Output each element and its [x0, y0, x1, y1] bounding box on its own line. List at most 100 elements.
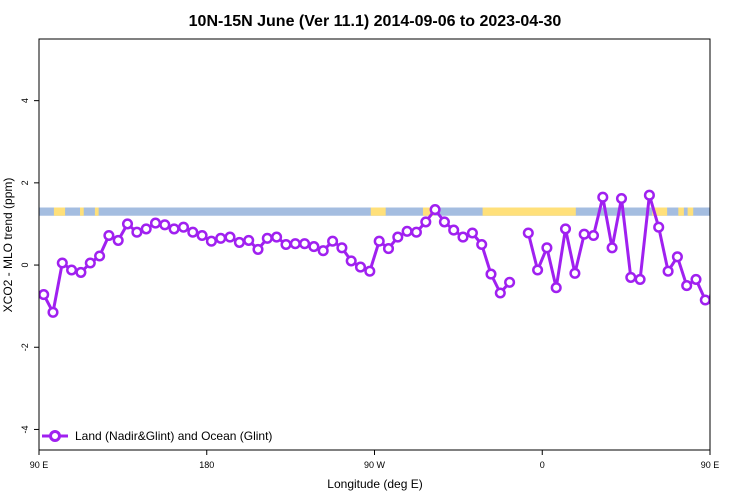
data-point [75, 266, 87, 278]
data-point [280, 238, 292, 251]
data-point [709, 292, 710, 299]
data-point [541, 242, 553, 254]
data-point [187, 226, 199, 238]
data-point [252, 243, 264, 255]
data-point [671, 251, 683, 263]
data-point [168, 223, 180, 235]
data-point [354, 261, 367, 273]
data-point [448, 224, 460, 236]
data-point [690, 273, 702, 285]
data-point [56, 257, 68, 269]
land-ocean-band [39, 207, 710, 216]
land-segment [652, 207, 668, 216]
data-point [39, 289, 50, 301]
data-point [196, 229, 208, 242]
data-point [738, 266, 747, 275]
data-point [634, 273, 646, 285]
series-line [42, 208, 511, 314]
data-point [224, 231, 236, 243]
data-point [382, 243, 395, 255]
data-point [420, 216, 432, 228]
land-segment [678, 207, 684, 216]
data-point [606, 242, 618, 254]
x-tick-label: 90 E [701, 460, 720, 470]
data-point [364, 265, 376, 277]
data-point [308, 241, 320, 253]
data-point [466, 227, 478, 239]
y-tick-label: 0 [20, 263, 30, 268]
y-axis-label: XCO2 - MLO trend (ppm) [1, 178, 15, 313]
data-point [569, 267, 581, 279]
data-point [485, 268, 497, 280]
data-point [66, 264, 78, 276]
series-layer [39, 189, 747, 318]
data-point [177, 221, 190, 233]
data-point [550, 282, 562, 294]
data-point [94, 250, 106, 262]
data-point [559, 223, 572, 235]
x-tick-label: 0 [540, 460, 545, 470]
y-axis: -4 -2 0 2 4 [20, 98, 39, 433]
x-axis-label: Longitude (deg E) [327, 477, 422, 491]
data-point [457, 231, 469, 243]
chart-title: 10N-15N June (Ver 11.1) 2014-09-06 to 20… [189, 13, 562, 30]
data-point [615, 192, 628, 205]
data-point [261, 232, 273, 244]
data-point [587, 229, 600, 242]
data-point [532, 264, 544, 276]
land-segment [80, 207, 84, 216]
data-point [720, 308, 729, 317]
data-point [494, 287, 506, 299]
data-point [112, 234, 124, 246]
data-point [504, 276, 516, 288]
land-segment [53, 207, 66, 216]
land-segment [687, 207, 694, 216]
land-segment [422, 207, 435, 216]
data-point [336, 242, 348, 254]
land-segment [482, 207, 576, 216]
x-tick-label: 90 W [364, 460, 386, 470]
data-point [681, 280, 693, 292]
data-point [653, 221, 665, 233]
data-point [149, 217, 162, 229]
y-tick-label: 2 [20, 180, 30, 185]
land-segment [94, 207, 99, 216]
data-point [84, 257, 96, 269]
data-point [522, 227, 534, 239]
data-point [429, 204, 441, 216]
data-point [373, 235, 385, 247]
data-point [299, 238, 311, 250]
y-tick-label: -2 [20, 343, 30, 351]
data-point [289, 238, 301, 250]
legend: Land (Nadir&Glint) and Ocean (Glint) [42, 429, 272, 443]
data-point [410, 226, 422, 238]
data-point [159, 219, 171, 231]
data-point [317, 245, 329, 257]
data-point [476, 238, 488, 251]
data-point [401, 225, 413, 237]
data-point [662, 265, 674, 277]
x-axis: 90 E 180 90 W 0 90 E [30, 450, 720, 470]
y-tick-label: -4 [20, 425, 30, 433]
data-point [205, 235, 217, 247]
land-segment [370, 207, 386, 216]
x-tick-label: 180 [199, 460, 214, 470]
data-point [625, 271, 637, 283]
data-point [578, 228, 590, 240]
data-point [271, 231, 283, 243]
legend-label: Land (Nadir&Glint) and Ocean (Glint) [75, 429, 272, 443]
data-point [233, 236, 245, 248]
data-point [392, 231, 404, 243]
data-point [121, 218, 134, 230]
data-point [131, 226, 143, 238]
data-point [699, 294, 710, 306]
data-point [327, 235, 339, 247]
y-tick-label: 4 [20, 98, 30, 103]
x-tick-label: 90 E [30, 460, 49, 470]
data-point [103, 229, 115, 242]
data-point [140, 223, 152, 235]
data-point [729, 259, 738, 268]
data-point [47, 306, 59, 318]
data-point [243, 234, 255, 246]
